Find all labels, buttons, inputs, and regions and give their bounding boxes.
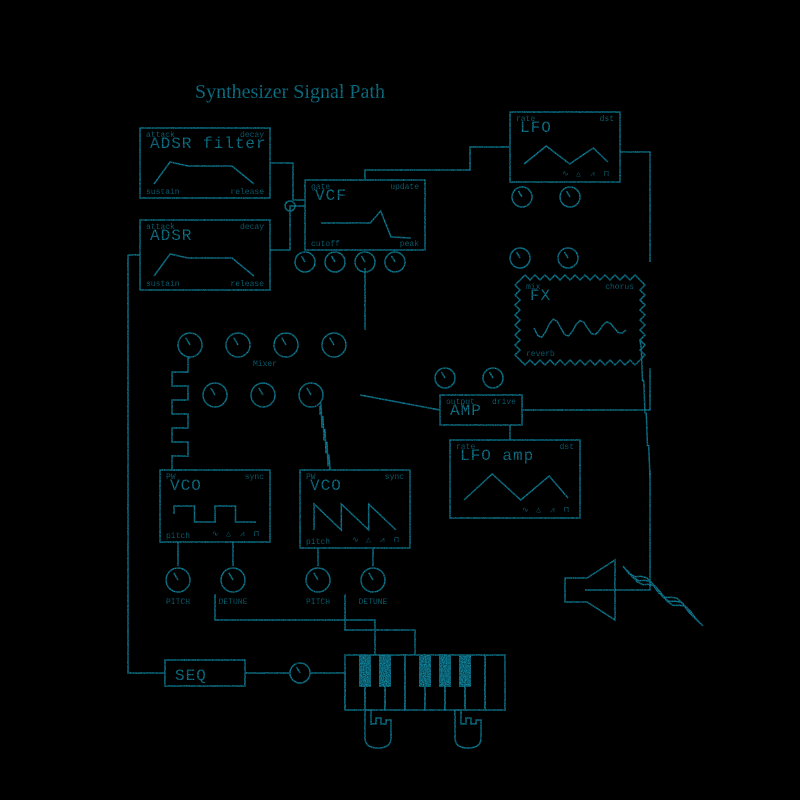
svg-text:∿: ∿ bbox=[212, 530, 219, 539]
svg-text:∿: ∿ bbox=[522, 506, 529, 515]
svg-text:⊓: ⊓ bbox=[394, 536, 399, 545]
svg-text:⊓: ⊓ bbox=[254, 530, 259, 539]
svg-text:peak: peak bbox=[400, 240, 419, 249]
svg-text:dst: dst bbox=[560, 443, 574, 452]
svg-text:cutoff: cutoff bbox=[311, 240, 340, 249]
svg-text:rate: rate bbox=[516, 115, 535, 124]
svg-text:attack: attack bbox=[146, 223, 175, 232]
svg-text:∿: ∿ bbox=[352, 536, 359, 545]
svg-text:△: △ bbox=[226, 530, 231, 539]
svg-text:sustain: sustain bbox=[146, 280, 180, 289]
svg-text:attack: attack bbox=[146, 131, 175, 140]
svg-text:DETUNE: DETUNE bbox=[359, 598, 388, 607]
svg-text:pitch: pitch bbox=[306, 538, 330, 547]
svg-text:⊓: ⊓ bbox=[564, 506, 569, 515]
diagram-title: Synthesizer Signal Path bbox=[195, 81, 385, 103]
svg-text:sync: sync bbox=[245, 473, 264, 482]
svg-text:drive: drive bbox=[492, 398, 516, 407]
svg-text:reverb: reverb bbox=[526, 350, 555, 359]
svg-text:△: △ bbox=[576, 170, 581, 179]
module-label-seq: SEQ bbox=[175, 667, 207, 685]
svg-text:release: release bbox=[230, 188, 264, 197]
svg-text:output: output bbox=[446, 398, 475, 407]
svg-text:rate: rate bbox=[456, 443, 475, 452]
svg-text:DETUNE: DETUNE bbox=[219, 598, 248, 607]
svg-text:decay: decay bbox=[240, 131, 264, 140]
svg-text:⩘: ⩘ bbox=[240, 530, 245, 539]
svg-text:∿: ∿ bbox=[562, 170, 569, 179]
svg-text:release: release bbox=[230, 280, 264, 289]
svg-text:sync: sync bbox=[385, 473, 404, 482]
svg-text:PW: PW bbox=[306, 473, 316, 482]
svg-text:update: update bbox=[390, 183, 419, 192]
svg-text:sustain: sustain bbox=[146, 188, 180, 197]
svg-text:pitch: pitch bbox=[166, 532, 190, 541]
svg-text:decay: decay bbox=[240, 223, 264, 232]
svg-text:⊓: ⊓ bbox=[604, 170, 609, 179]
svg-text:chorus: chorus bbox=[605, 283, 634, 292]
svg-text:PITCH: PITCH bbox=[166, 598, 190, 607]
svg-text:PITCH: PITCH bbox=[306, 598, 330, 607]
svg-text:⩘: ⩘ bbox=[550, 506, 555, 515]
svg-text:⩘: ⩘ bbox=[590, 170, 595, 179]
svg-text:⩘: ⩘ bbox=[380, 536, 385, 545]
svg-text:PW: PW bbox=[166, 473, 176, 482]
svg-text:dst: dst bbox=[600, 115, 614, 124]
svg-text:gate: gate bbox=[311, 183, 330, 192]
svg-text:△: △ bbox=[366, 536, 371, 545]
mixer-label: Mixer bbox=[253, 360, 277, 369]
svg-text:△: △ bbox=[536, 506, 541, 515]
svg-text:mix: mix bbox=[526, 283, 541, 292]
